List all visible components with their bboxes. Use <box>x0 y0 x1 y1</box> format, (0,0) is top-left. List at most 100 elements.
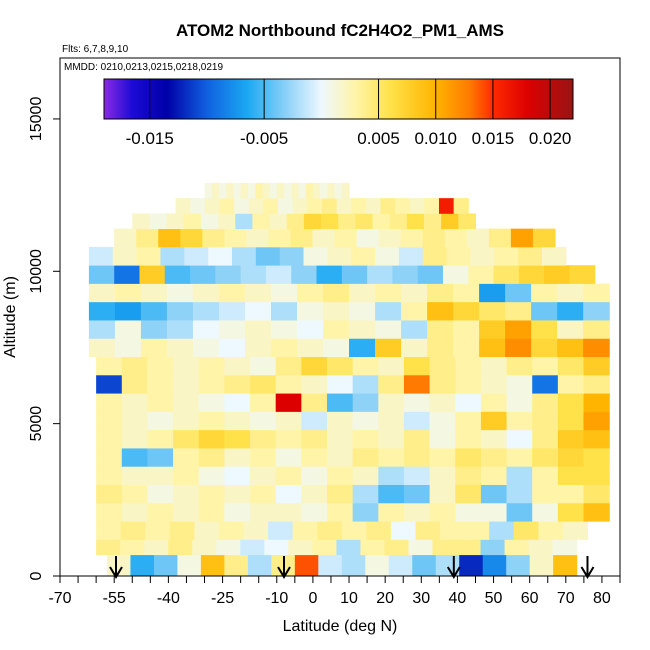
heatmap-cell <box>479 283 506 303</box>
heatmap-cell <box>140 283 168 303</box>
heatmap-cell <box>121 448 149 467</box>
heatmap-cell <box>323 283 350 303</box>
heatmap-cell <box>250 466 277 485</box>
heatmap-cell <box>139 265 166 284</box>
x-tick-label: -70 <box>48 590 71 607</box>
heatmap-cell <box>250 411 277 431</box>
heatmap-cell <box>275 356 302 376</box>
level_12 <box>96 356 610 376</box>
heatmap-cell <box>424 213 442 230</box>
heatmap-cell <box>583 301 610 321</box>
heatmap-cell <box>583 448 610 467</box>
heatmap-cell <box>378 429 405 449</box>
heatmap-cell <box>429 484 456 504</box>
heatmap-cell <box>246 228 270 248</box>
heatmap-cell <box>352 429 379 449</box>
heatmap-cell <box>301 484 328 504</box>
heatmap-cell <box>198 411 225 431</box>
x-tick-label: 80 <box>593 590 611 607</box>
heatmap-cell <box>583 429 610 449</box>
heatmap-cell <box>88 283 116 303</box>
heatmap-cell <box>326 448 354 467</box>
heatmap-cell <box>173 393 200 412</box>
heatmap-cell <box>297 301 324 321</box>
heatmap-cell <box>145 521 171 540</box>
heatmap-cell <box>532 429 559 449</box>
heatmap-cell <box>453 320 480 339</box>
heatmap-cell <box>190 198 206 214</box>
heatmap-cell <box>153 554 179 577</box>
heatmap-cell <box>244 283 272 303</box>
heatmap-cell <box>88 338 116 358</box>
heatmap-cell <box>321 213 339 230</box>
heatmap-cell <box>292 198 308 214</box>
heatmap-cell <box>441 213 459 230</box>
heatmap-cell <box>291 182 300 199</box>
heatmap-cell <box>480 393 508 412</box>
heatmap-cell <box>255 182 263 199</box>
level_19 <box>114 228 556 248</box>
heatmap-cell <box>429 502 456 522</box>
heatmap-cell <box>284 182 292 199</box>
heatmap-cell <box>440 521 466 540</box>
heatmap-cell <box>252 213 271 230</box>
heatmap-cell <box>301 411 328 431</box>
heatmap-cell <box>305 182 314 199</box>
heatmap-cell <box>531 338 558 358</box>
level_9 <box>96 411 610 431</box>
heatmap-cell <box>121 466 149 485</box>
heatmap-cell <box>365 554 390 577</box>
heatmap-cell <box>464 521 490 540</box>
heatmap-cell <box>250 374 277 394</box>
heatmap-cell <box>250 429 277 449</box>
heatmap-cell <box>114 301 142 321</box>
heatmap-cell <box>479 338 506 358</box>
heatmap-cell <box>301 448 328 467</box>
heatmap-cell <box>149 213 168 230</box>
heatmap-cell <box>224 448 251 467</box>
heatmap-cell <box>114 228 137 248</box>
heatmap-cell <box>390 521 417 540</box>
heatmap-cell <box>158 228 181 248</box>
heatmap-cell <box>276 182 285 199</box>
heatmap-cell <box>175 198 191 214</box>
heatmap-cell <box>401 320 428 339</box>
heatmap-cell <box>327 182 336 199</box>
heatmap-cell <box>506 484 533 504</box>
profile-arrow <box>277 556 291 579</box>
heatmap-cell <box>292 521 318 540</box>
heatmap-cell <box>479 301 506 321</box>
heatmap-cell <box>218 320 246 339</box>
heatmap-cell <box>96 429 123 449</box>
heatmap-cell <box>444 228 468 248</box>
level_17 <box>88 265 596 284</box>
level_13 <box>88 338 610 358</box>
heatmap-cell <box>96 448 123 467</box>
heatmap-cell <box>144 539 169 556</box>
heatmap-cell <box>224 484 251 504</box>
profile-markers <box>109 556 595 579</box>
chart-title: ATOM2 Northbound fC2H4O2_PM1_AMS <box>176 21 504 40</box>
heatmap-cell <box>424 198 440 214</box>
heatmap-cell <box>114 265 141 284</box>
heatmap-cell <box>183 213 202 230</box>
heatmap-cell <box>168 539 193 556</box>
heatmap-cell <box>403 466 431 485</box>
heatmap-cell <box>224 554 249 577</box>
heatmap-cell <box>446 246 472 266</box>
heatmap-cell <box>307 198 323 214</box>
heatmap-cell <box>544 265 571 284</box>
heatmap-cell <box>218 213 236 230</box>
heatmap-cell <box>121 356 149 376</box>
heatmap-cell <box>200 554 225 577</box>
heatmap-cell <box>323 320 350 339</box>
heatmap-cell <box>557 429 585 449</box>
profile-arrow <box>446 556 461 579</box>
heatmap-cell <box>422 246 448 266</box>
x-tick-label: -25 <box>211 590 234 607</box>
heatmap-cell <box>298 182 307 199</box>
heatmap-cell <box>532 502 559 522</box>
heatmap-cell <box>184 246 209 266</box>
heatmap-cell <box>480 356 508 376</box>
